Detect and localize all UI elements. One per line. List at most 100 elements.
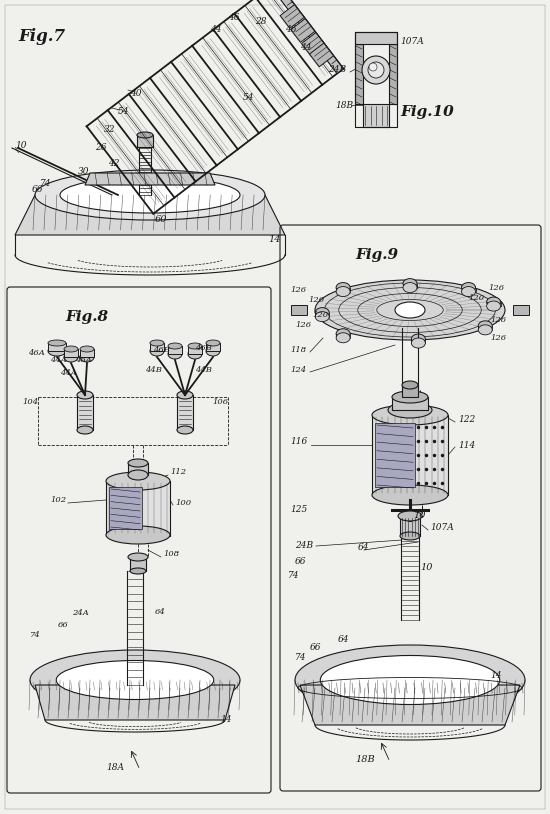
Polygon shape — [375, 423, 415, 487]
Text: 46: 46 — [285, 25, 296, 34]
Text: 120: 120 — [308, 296, 324, 304]
Text: 32: 32 — [104, 125, 116, 134]
Text: 42: 42 — [108, 159, 119, 168]
Ellipse shape — [77, 426, 93, 434]
Bar — [177, 395, 193, 430]
Bar — [513, 305, 529, 315]
Text: 24B: 24B — [295, 540, 313, 549]
Ellipse shape — [398, 511, 422, 521]
Bar — [400, 516, 420, 536]
Text: 10: 10 — [414, 510, 426, 519]
Text: 74: 74 — [40, 178, 52, 187]
Ellipse shape — [478, 321, 492, 330]
Polygon shape — [389, 44, 397, 104]
Text: 64: 64 — [358, 544, 370, 553]
Ellipse shape — [395, 302, 425, 318]
Text: 46B: 46B — [195, 344, 212, 352]
Ellipse shape — [295, 645, 525, 715]
Text: Fig.9: Fig.9 — [355, 248, 398, 262]
Polygon shape — [291, 19, 315, 42]
Text: 125: 125 — [290, 505, 307, 514]
Text: 46A: 46A — [75, 356, 92, 364]
Ellipse shape — [64, 352, 78, 362]
Ellipse shape — [106, 526, 170, 544]
Text: 44A: 44A — [60, 369, 77, 377]
Text: 126: 126 — [290, 286, 306, 294]
Text: 74: 74 — [295, 654, 306, 663]
Ellipse shape — [188, 343, 202, 349]
Bar — [206, 343, 220, 351]
Bar — [80, 349, 94, 357]
Ellipse shape — [64, 346, 78, 352]
Polygon shape — [109, 487, 142, 529]
Text: 74: 74 — [288, 571, 300, 580]
Text: 30: 30 — [78, 168, 90, 177]
Ellipse shape — [130, 568, 146, 574]
Text: Fig.8: Fig.8 — [65, 310, 108, 324]
Bar — [64, 349, 78, 357]
Polygon shape — [85, 173, 215, 185]
Text: 107A: 107A — [430, 523, 454, 532]
Text: Fig.7: Fig.7 — [18, 28, 65, 45]
Text: 10: 10 — [15, 141, 26, 150]
Text: 126: 126 — [490, 316, 506, 324]
Ellipse shape — [188, 349, 202, 359]
Text: 122: 122 — [458, 415, 475, 424]
Ellipse shape — [478, 325, 492, 335]
Text: 40: 40 — [130, 89, 141, 98]
Text: 100: 100 — [175, 499, 191, 507]
Text: Fig.10: Fig.10 — [400, 105, 454, 119]
Ellipse shape — [411, 338, 425, 348]
Ellipse shape — [106, 472, 170, 490]
Ellipse shape — [30, 650, 240, 710]
Bar — [77, 395, 93, 430]
Ellipse shape — [315, 280, 505, 340]
Bar — [392, 397, 428, 410]
Text: 28: 28 — [255, 17, 267, 27]
Text: 24A: 24A — [72, 609, 89, 617]
Ellipse shape — [402, 381, 418, 389]
Ellipse shape — [400, 532, 420, 540]
Ellipse shape — [372, 485, 448, 505]
Text: 26: 26 — [95, 143, 107, 152]
Text: 116: 116 — [290, 437, 307, 447]
Text: 118: 118 — [290, 346, 306, 354]
Polygon shape — [300, 685, 520, 725]
Text: 44B: 44B — [195, 366, 212, 374]
Text: 114: 114 — [458, 440, 475, 449]
Bar — [106, 481, 170, 536]
Ellipse shape — [369, 63, 377, 71]
Text: 112: 112 — [170, 468, 186, 476]
Bar — [130, 557, 146, 571]
Bar — [355, 32, 397, 127]
Text: 14: 14 — [268, 235, 280, 244]
Ellipse shape — [368, 62, 384, 78]
Text: 120: 120 — [312, 311, 328, 319]
Ellipse shape — [362, 56, 390, 84]
Text: 18B: 18B — [355, 755, 375, 764]
Text: 44A: 44A — [50, 356, 67, 364]
Text: 124: 124 — [290, 366, 306, 374]
Bar — [291, 305, 307, 315]
Text: 102: 102 — [50, 496, 66, 504]
Text: 74: 74 — [30, 631, 41, 639]
Text: 46: 46 — [228, 14, 239, 23]
Text: 44: 44 — [300, 43, 311, 52]
Ellipse shape — [56, 660, 214, 699]
Bar — [372, 415, 448, 495]
Ellipse shape — [336, 333, 350, 343]
Text: 46B: 46B — [153, 346, 170, 354]
Ellipse shape — [392, 391, 428, 403]
Polygon shape — [355, 32, 397, 44]
Ellipse shape — [48, 346, 66, 356]
Text: 66: 66 — [295, 558, 306, 567]
Ellipse shape — [315, 312, 329, 322]
Text: 104: 104 — [22, 398, 38, 406]
Polygon shape — [270, 0, 343, 73]
Ellipse shape — [315, 308, 329, 317]
Text: 18A: 18A — [106, 764, 124, 772]
Ellipse shape — [206, 346, 220, 356]
Ellipse shape — [487, 301, 500, 311]
Text: 126: 126 — [488, 284, 504, 292]
Ellipse shape — [80, 346, 94, 352]
